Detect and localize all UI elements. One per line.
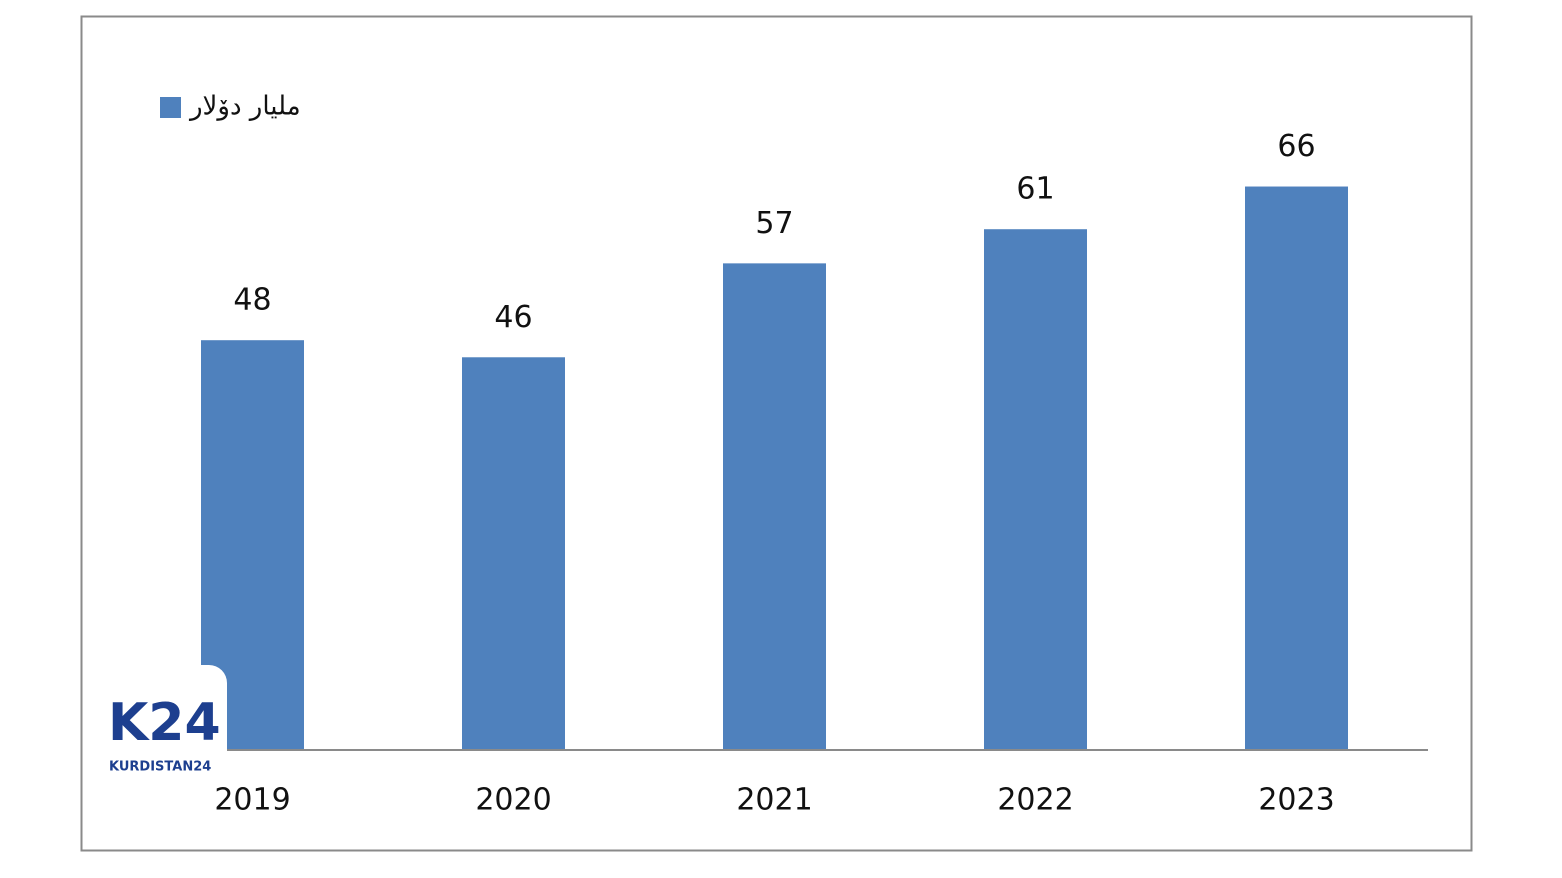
bar bbox=[723, 263, 826, 750]
bar bbox=[1245, 186, 1348, 750]
logo-mark: K24 bbox=[108, 693, 221, 753]
bar bbox=[984, 229, 1087, 750]
plot-area: 48 46 57 61 66 ملیار دۆلار 2019 2020 2021 2022 202… bbox=[122, 92, 1428, 818]
data-label: 46 bbox=[494, 300, 532, 335]
data-label: 48 bbox=[233, 283, 271, 318]
x-tick-label: 2022 bbox=[997, 783, 1073, 818]
x-tick-label: 2020 bbox=[475, 783, 551, 818]
logo-name: KURDISTAN24 bbox=[109, 760, 211, 775]
x-tick-label: 2019 bbox=[214, 783, 290, 818]
x-tick-label: 2023 bbox=[1258, 783, 1334, 818]
bar bbox=[462, 357, 565, 750]
logo-panel bbox=[98, 665, 227, 777]
legend-swatch bbox=[160, 97, 181, 118]
legend-label: ملیار دۆلار bbox=[188, 92, 301, 122]
logo: K24 KURDISTAN24 bbox=[98, 665, 227, 777]
data-label: 57 bbox=[755, 206, 793, 241]
x-tick-label: 2021 bbox=[736, 783, 812, 818]
data-label: 66 bbox=[1277, 129, 1315, 164]
data-label: 61 bbox=[1016, 172, 1054, 207]
